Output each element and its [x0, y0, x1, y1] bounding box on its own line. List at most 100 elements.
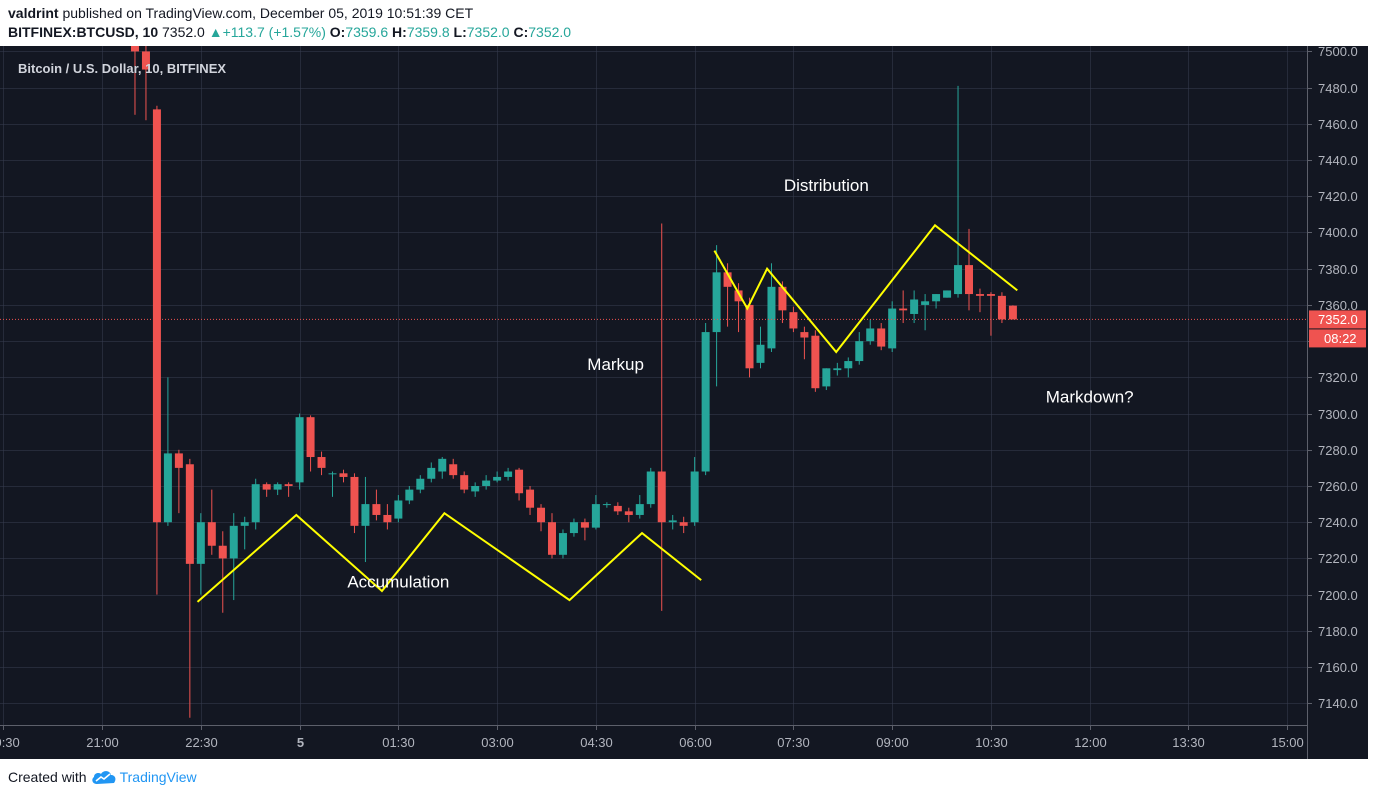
candle[interactable] [482, 475, 491, 490]
candle[interactable] [624, 507, 633, 523]
candle[interactable] [932, 294, 941, 309]
candle[interactable] [789, 306, 798, 333]
candle[interactable] [130, 46, 139, 115]
candle[interactable] [526, 485, 535, 515]
y-tick-label: 7260.0 [1318, 479, 1358, 494]
candle[interactable] [591, 495, 600, 530]
candle[interactable] [515, 467, 524, 501]
candle[interactable] [811, 330, 820, 392]
candle-body [833, 368, 842, 371]
candle[interactable] [877, 323, 886, 351]
candle[interactable] [405, 485, 414, 505]
candle[interactable] [986, 292, 995, 336]
candle[interactable] [866, 319, 875, 345]
candle[interactable] [833, 362, 842, 376]
candle[interactable] [460, 471, 469, 494]
candle[interactable] [471, 482, 480, 497]
candle[interactable] [372, 489, 381, 521]
candle[interactable] [800, 326, 809, 360]
candle[interactable] [756, 326, 765, 369]
candle[interactable] [218, 531, 227, 613]
candle[interactable] [504, 467, 513, 481]
candle[interactable] [844, 357, 853, 378]
candle[interactable] [251, 478, 260, 530]
candle-body [515, 469, 524, 494]
candle[interactable] [558, 529, 567, 559]
countdown-badge [1309, 329, 1366, 348]
candle[interactable] [262, 482, 271, 497]
candle[interactable] [822, 368, 831, 391]
candle-body [1008, 305, 1017, 320]
candle[interactable] [899, 290, 908, 324]
candle[interactable] [174, 449, 183, 514]
candle[interactable] [361, 476, 370, 563]
candle[interactable] [493, 471, 502, 483]
candle-body [855, 341, 864, 362]
candle-body [130, 46, 139, 52]
candle[interactable] [273, 482, 282, 496]
candle[interactable] [657, 223, 666, 611]
candle-body [471, 485, 480, 492]
candle[interactable] [701, 323, 710, 476]
candle[interactable] [855, 332, 864, 365]
candle[interactable] [888, 301, 897, 353]
candle[interactable] [745, 297, 754, 378]
candle[interactable] [690, 457, 699, 526]
candle[interactable] [646, 467, 655, 508]
candle[interactable] [416, 475, 425, 494]
candle-body [701, 332, 710, 472]
candle-body [635, 504, 644, 515]
candle[interactable] [975, 288, 984, 313]
candle[interactable] [229, 513, 238, 601]
candle[interactable] [383, 504, 392, 530]
x-tick-label: 21:00 [86, 735, 119, 750]
candle[interactable] [635, 495, 644, 519]
candlestick-chart[interactable]: AccumulationMarkupDistributionMarkdown? … [0, 46, 1368, 759]
candle[interactable] [207, 489, 216, 555]
candle[interactable] [328, 471, 337, 497]
chart-area[interactable]: Accumulation Markup Distribution Markdown? … [0, 46, 1368, 759]
author-name[interactable]: valdrint [8, 5, 59, 21]
candle[interactable] [712, 245, 721, 387]
candle[interactable] [350, 473, 359, 534]
candle[interactable] [537, 504, 546, 532]
candle[interactable] [339, 469, 348, 483]
candle[interactable] [240, 516, 249, 550]
candle[interactable] [580, 518, 589, 541]
x-tick-label: 12:00 [1074, 735, 1107, 750]
candle[interactable] [613, 502, 622, 515]
candle[interactable] [438, 457, 447, 479]
candle[interactable] [152, 105, 161, 595]
candle[interactable] [317, 451, 326, 476]
candle-body [954, 265, 963, 295]
candle[interactable] [547, 513, 556, 559]
candle[interactable] [196, 513, 205, 595]
tradingview-logo[interactable]: TradingView [91, 769, 197, 785]
candle-body [482, 480, 491, 486]
candle[interactable] [163, 377, 172, 526]
candle[interactable] [427, 462, 436, 483]
candle[interactable] [668, 514, 677, 530]
candle-body [800, 332, 809, 338]
candle[interactable] [602, 502, 611, 508]
candle[interactable] [141, 46, 150, 121]
candle[interactable] [449, 458, 458, 479]
candle-body [405, 489, 414, 501]
candle[interactable] [284, 482, 293, 497]
candle[interactable] [954, 85, 963, 298]
candle[interactable] [767, 263, 776, 353]
candle[interactable] [1008, 305, 1017, 320]
candle[interactable] [910, 290, 919, 324]
candle[interactable] [921, 294, 930, 331]
candle[interactable] [306, 415, 315, 472]
candle[interactable] [394, 495, 403, 523]
candle[interactable] [569, 518, 578, 537]
candle[interactable] [943, 290, 952, 298]
candle[interactable] [295, 413, 304, 490]
candle[interactable] [185, 458, 194, 718]
low-value: 7352.0 [466, 24, 510, 40]
candle-body [745, 304, 754, 369]
candle[interactable] [997, 292, 1006, 324]
candle[interactable] [965, 228, 974, 311]
candle[interactable] [679, 516, 688, 534]
